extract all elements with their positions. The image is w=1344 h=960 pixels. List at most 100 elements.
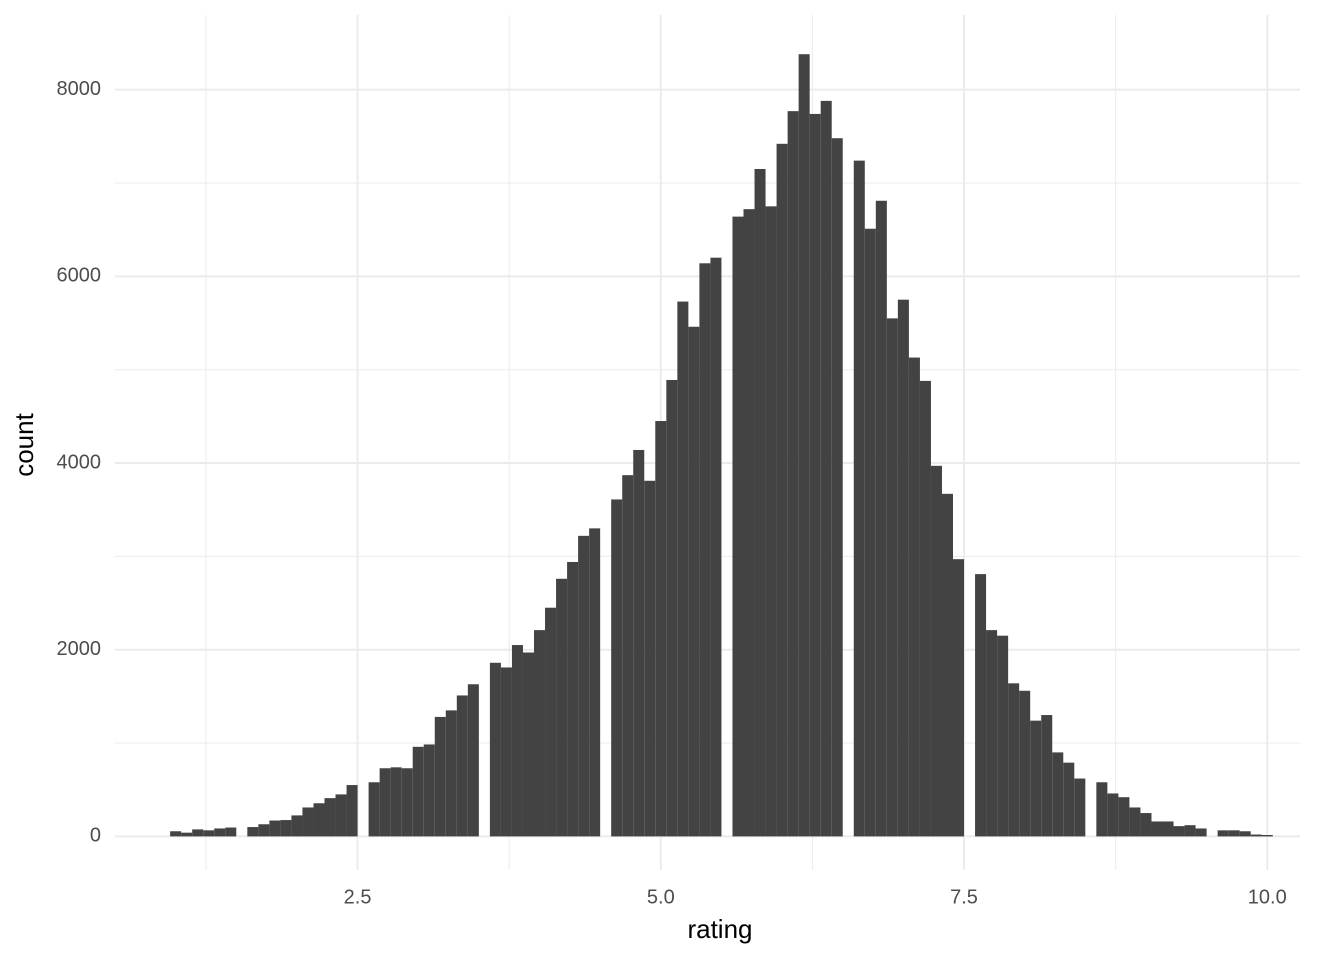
histogram-bar — [401, 768, 413, 837]
histogram-bar — [556, 578, 568, 837]
histogram-bar — [864, 228, 876, 837]
histogram-bar — [203, 830, 215, 837]
histogram-bar — [1250, 834, 1262, 837]
histogram-bar — [622, 475, 634, 837]
histogram-bar — [765, 206, 777, 837]
histogram-bar — [423, 744, 435, 837]
histogram-bar — [953, 559, 965, 837]
histogram-bar — [269, 820, 281, 837]
histogram-bar — [611, 499, 623, 837]
x-tick-label: 5.0 — [647, 886, 675, 908]
histogram-bar — [258, 824, 270, 837]
histogram-bar — [1008, 683, 1020, 837]
histogram-bar — [886, 318, 898, 837]
histogram-bar — [214, 828, 226, 837]
histogram-bar — [170, 831, 182, 837]
histogram-bar — [247, 827, 259, 837]
histogram-bar — [1041, 715, 1053, 837]
histogram-bar — [1096, 782, 1108, 837]
histogram-bar — [666, 379, 678, 837]
histogram-bar — [633, 449, 645, 837]
histogram-bar — [589, 528, 601, 837]
histogram-bar — [1173, 826, 1185, 837]
histogram-bar — [302, 807, 314, 837]
histogram-bar — [489, 662, 501, 837]
histogram-bar — [677, 301, 689, 837]
histogram-bar — [291, 815, 303, 837]
x-axis-title: rating — [687, 914, 752, 944]
histogram-bar — [545, 607, 557, 837]
histogram-bar — [875, 200, 887, 837]
histogram-bar — [1118, 797, 1130, 837]
histogram-bar — [919, 380, 931, 837]
histogram-bar — [908, 357, 920, 837]
histogram-bar — [930, 465, 942, 837]
histogram-bar — [1228, 830, 1240, 837]
histogram-bar — [567, 561, 579, 837]
x-tick-label: 2.5 — [344, 886, 372, 908]
histogram-bar — [1019, 690, 1031, 837]
histogram-bar — [743, 209, 755, 837]
histogram-bar — [467, 684, 479, 837]
histogram-bar — [1151, 821, 1163, 837]
histogram-bar — [1239, 831, 1251, 837]
x-tick-label: 10.0 — [1248, 886, 1287, 908]
histogram-bar — [445, 710, 457, 837]
histogram-bar — [732, 216, 744, 837]
x-tick-label: 7.5 — [950, 886, 978, 908]
histogram-bar — [412, 746, 424, 837]
histogram-bar — [787, 111, 799, 837]
histogram-bar — [699, 263, 711, 837]
y-tick-label: 6000 — [57, 265, 102, 287]
histogram-bar — [853, 160, 865, 837]
histogram-bar — [1195, 828, 1207, 837]
histogram-bar — [434, 716, 446, 837]
y-tick-label: 8000 — [57, 78, 102, 100]
histogram-bar — [533, 630, 546, 837]
histogram-bar — [1030, 720, 1042, 837]
histogram-bar — [1140, 813, 1152, 837]
histogram-bar — [192, 829, 204, 837]
histogram-bar — [655, 421, 667, 837]
histogram-bar — [975, 574, 987, 837]
histogram-bar — [986, 630, 998, 837]
histogram-bar — [1129, 807, 1141, 837]
histogram-bar — [346, 785, 358, 837]
histogram-bar — [280, 820, 292, 837]
histogram-bar — [897, 299, 909, 837]
histogram-bar — [379, 768, 391, 837]
histogram-bar — [335, 794, 347, 837]
histogram-bar — [688, 326, 700, 837]
histogram-bar — [710, 257, 722, 837]
histogram-bar — [511, 645, 523, 837]
histogram-bar — [522, 652, 534, 837]
histogram-bar — [578, 535, 590, 837]
histogram-bar — [776, 143, 788, 837]
histogram-bar — [754, 169, 766, 837]
histogram-bar — [1261, 834, 1273, 837]
histogram-bar — [820, 100, 832, 837]
histogram-bar — [313, 803, 325, 837]
histogram-bar — [997, 635, 1009, 837]
histogram-bar — [324, 798, 336, 837]
histogram-bar — [500, 667, 512, 837]
histogram-bar — [390, 767, 402, 837]
y-tick-label: 2000 — [57, 638, 102, 660]
histogram-bar — [644, 480, 656, 837]
histogram-bar — [225, 827, 237, 837]
histogram-bar — [1052, 752, 1064, 837]
histogram-bar — [1074, 778, 1086, 837]
histogram-bar — [181, 832, 193, 837]
histogram-bar — [1107, 793, 1119, 837]
y-axis-title: count — [9, 412, 39, 476]
y-tick-label: 4000 — [57, 451, 102, 473]
histogram-bar — [1217, 830, 1229, 837]
histogram-bar — [368, 782, 380, 837]
histogram-bar — [941, 493, 954, 837]
histogram-bar — [831, 138, 843, 837]
histogram-bar — [798, 54, 810, 837]
histogram-bar — [1063, 762, 1075, 837]
histogram-bar — [1162, 821, 1174, 837]
